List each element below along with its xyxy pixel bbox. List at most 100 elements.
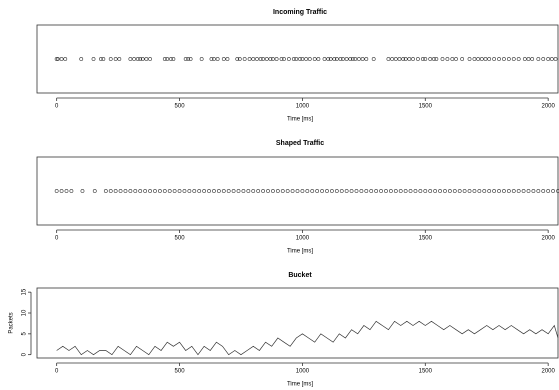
- point: [344, 57, 349, 61]
- point: [246, 189, 251, 193]
- x-tick-label: 1500: [419, 236, 433, 242]
- x-tick-label: 2000: [541, 369, 555, 375]
- point: [408, 189, 413, 193]
- point: [330, 189, 334, 193]
- point: [312, 57, 317, 61]
- point: [359, 189, 364, 193]
- point: [286, 57, 291, 61]
- point: [334, 189, 339, 193]
- point: [157, 189, 162, 193]
- point: [487, 189, 492, 193]
- point: [212, 189, 216, 193]
- point: [371, 57, 376, 61]
- point: [264, 57, 269, 61]
- point: [506, 189, 511, 193]
- point: [536, 57, 541, 61]
- x-tick-label: 500: [175, 369, 186, 375]
- point: [420, 57, 425, 61]
- point: [291, 57, 296, 61]
- x-tick-label: 0: [55, 236, 59, 242]
- x-tick-label: 1500: [419, 369, 433, 375]
- chart-title: Shaped Traffic: [276, 140, 324, 147]
- series-line: [56, 320, 559, 356]
- point: [247, 57, 252, 61]
- point: [117, 57, 122, 61]
- point: [225, 57, 230, 61]
- point: [393, 189, 398, 193]
- x-axis-label: Time [ms]: [287, 249, 313, 255]
- point: [209, 57, 214, 61]
- point: [290, 189, 295, 193]
- point: [59, 57, 64, 61]
- point: [63, 57, 68, 61]
- point: [91, 57, 96, 61]
- point: [364, 189, 369, 193]
- point: [59, 189, 64, 193]
- point: [207, 189, 211, 193]
- point: [450, 57, 455, 61]
- point: [55, 57, 60, 61]
- point: [322, 57, 327, 61]
- x-tick-label: 2000: [541, 104, 555, 110]
- x-axis-label: Time [ms]: [287, 117, 313, 123]
- point: [177, 189, 182, 193]
- point: [261, 189, 265, 193]
- point: [434, 57, 439, 61]
- x-tick-label: 1000: [296, 104, 310, 110]
- point: [454, 57, 458, 61]
- point: [221, 57, 226, 61]
- point: [148, 189, 152, 193]
- point: [212, 57, 216, 61]
- point: [411, 57, 415, 61]
- point: [118, 189, 123, 193]
- point: [472, 57, 477, 61]
- point: [275, 189, 280, 193]
- point: [397, 57, 402, 61]
- point: [310, 189, 315, 193]
- point: [305, 189, 310, 193]
- point: [483, 57, 488, 61]
- point: [433, 189, 438, 193]
- point: [165, 57, 170, 61]
- point: [266, 189, 270, 193]
- point: [443, 189, 447, 193]
- point: [407, 57, 412, 61]
- point: [271, 57, 275, 61]
- point: [123, 189, 128, 193]
- point: [428, 57, 433, 61]
- point: [393, 57, 398, 61]
- point: [169, 57, 173, 61]
- x-tick-label: 0: [55, 104, 59, 110]
- point: [390, 57, 395, 61]
- point: [447, 189, 452, 193]
- point: [144, 57, 149, 61]
- point: [294, 57, 299, 61]
- point: [334, 57, 339, 61]
- point: [108, 189, 113, 193]
- point: [467, 57, 472, 61]
- point: [140, 57, 145, 61]
- point: [549, 57, 554, 61]
- point: [511, 57, 516, 61]
- point: [551, 189, 555, 193]
- point: [271, 189, 275, 193]
- point: [379, 189, 383, 193]
- point: [183, 57, 188, 61]
- point: [344, 189, 349, 193]
- point: [388, 189, 393, 193]
- point: [79, 57, 84, 61]
- point: [482, 189, 487, 193]
- point: [197, 189, 202, 193]
- point: [300, 189, 305, 193]
- point: [295, 189, 300, 193]
- point: [428, 189, 433, 193]
- point: [431, 57, 436, 61]
- x-tick-label: 500: [175, 236, 186, 242]
- point: [328, 57, 333, 61]
- point: [423, 57, 428, 61]
- point: [401, 57, 406, 61]
- point: [316, 57, 321, 61]
- point: [251, 189, 256, 193]
- point: [526, 57, 531, 61]
- point: [452, 189, 457, 193]
